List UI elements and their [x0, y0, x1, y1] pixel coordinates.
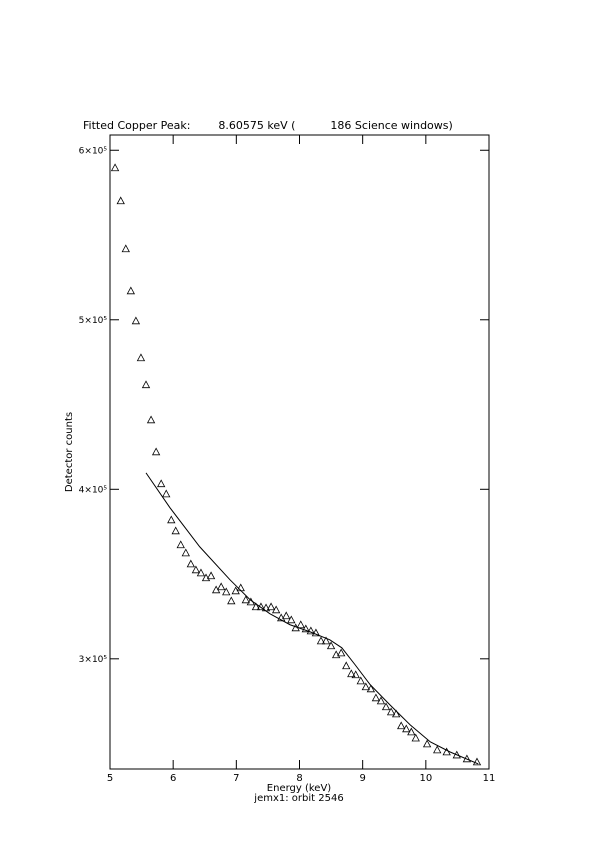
x-tick-label: 10 [419, 773, 432, 784]
chart-title: Fitted Copper Peak: 8.60575 keV ( 186 Sc… [83, 119, 453, 132]
data-point [316, 636, 326, 645]
data-point [306, 626, 316, 635]
data-point [326, 641, 336, 650]
y-axis-label: Detector counts [64, 412, 75, 492]
data-point [301, 624, 310, 633]
data-point [167, 515, 176, 524]
data-point [282, 611, 291, 620]
data-point [186, 559, 196, 568]
x-tick-label: 7 [233, 773, 239, 784]
data-point [407, 727, 416, 736]
data-point [162, 489, 171, 498]
data-point [110, 163, 120, 172]
data-point [201, 573, 211, 582]
x-tick-label: 5 [107, 773, 113, 784]
data-point [156, 479, 166, 488]
data-point [321, 636, 331, 645]
x-axis-label: Energy (keV) [267, 783, 332, 794]
data-point [116, 196, 125, 205]
data-point [287, 615, 296, 624]
data-point [266, 602, 276, 611]
data-point [251, 602, 261, 611]
data-point [227, 596, 236, 605]
data-point [176, 540, 185, 549]
data-point [311, 628, 321, 637]
data-point [391, 709, 401, 718]
data-point [462, 754, 472, 763]
data-point [356, 676, 365, 685]
data-point [171, 526, 180, 535]
data-point [126, 286, 136, 295]
data-point [246, 597, 256, 606]
data-point [241, 595, 250, 604]
data-point [141, 380, 151, 389]
data-point [342, 661, 351, 670]
data-point [452, 750, 461, 759]
data-point [261, 603, 271, 612]
data-point [136, 353, 146, 362]
data-point [402, 724, 411, 733]
data-point [131, 316, 141, 325]
data-point [386, 707, 396, 716]
data-point [146, 415, 156, 424]
data-point [331, 650, 341, 659]
data-point [381, 702, 391, 711]
subtitle: jemx1: orbit 2546 [253, 793, 343, 804]
y-tick-label: 3×10⁵ [79, 655, 108, 665]
y-tick-label: 6×10⁵ [79, 146, 108, 156]
data-point [121, 244, 130, 253]
data-point [296, 620, 305, 629]
data-point [376, 696, 386, 705]
data-point [371, 693, 381, 702]
x-tick-label: 11 [483, 773, 496, 784]
data-point [422, 739, 432, 748]
data-point [366, 684, 376, 693]
plot-frame [109, 134, 490, 770]
data-point [442, 747, 451, 756]
data-point [337, 648, 346, 657]
y-tick-label: 4×10⁵ [79, 485, 108, 495]
data-point [151, 447, 161, 456]
y-tick-label: 5×10⁵ [79, 316, 108, 326]
data-point [222, 587, 231, 596]
fit-line [145, 472, 479, 765]
x-tick-label: 6 [170, 773, 176, 784]
data-point [433, 745, 442, 754]
data-point [206, 571, 216, 580]
data-point [191, 565, 201, 574]
x-tick-label: 8 [296, 773, 302, 784]
data-point [271, 605, 281, 614]
data-point [411, 733, 420, 742]
data-point [347, 669, 356, 678]
data-point [277, 613, 286, 622]
data-point [236, 583, 245, 592]
data-point [181, 548, 190, 557]
data-point [472, 757, 482, 766]
data-point [256, 602, 266, 611]
data-point [361, 682, 370, 691]
data-point [397, 721, 406, 730]
data-point [351, 670, 360, 679]
data-point [196, 568, 206, 577]
x-tick-label: 9 [359, 773, 365, 784]
data-point [217, 582, 226, 591]
